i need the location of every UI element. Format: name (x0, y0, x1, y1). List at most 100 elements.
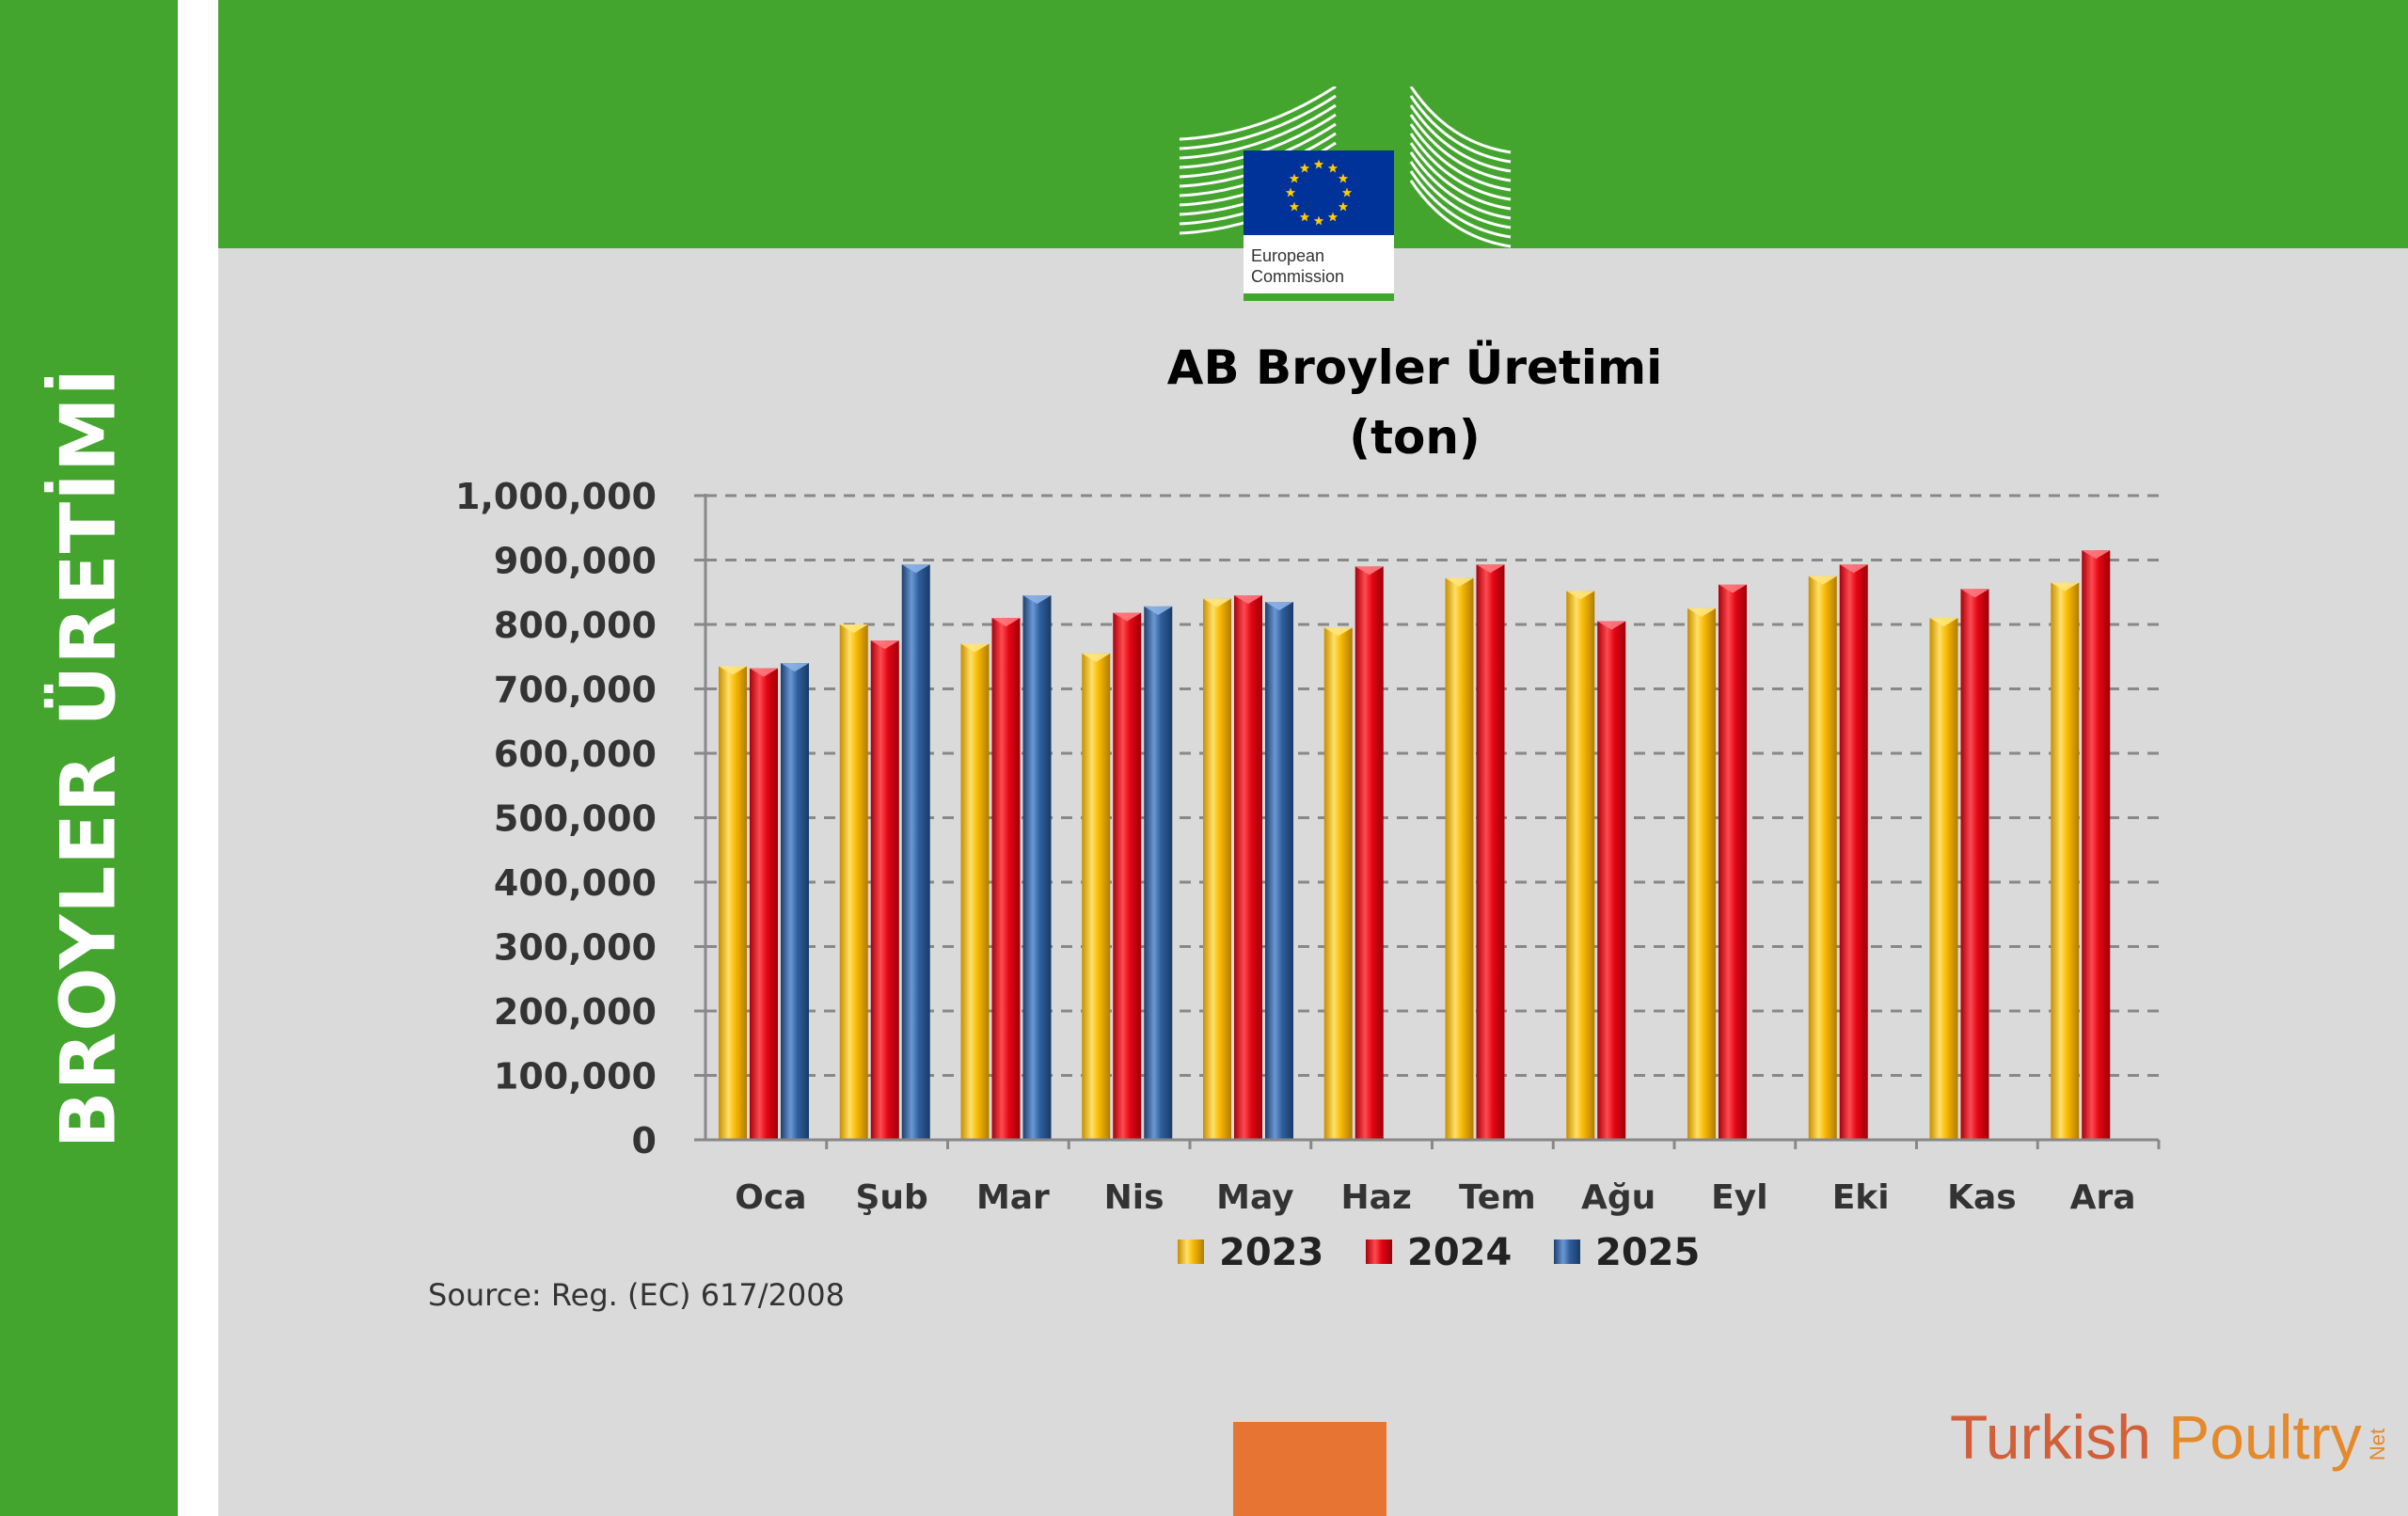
bar-2023-Tem (1445, 577, 1474, 1140)
left-white-stripe (178, 0, 218, 1516)
bar-cap (1265, 602, 1293, 611)
bar-2023-Eyl (1687, 608, 1716, 1140)
x-tick-label: Mar (976, 1178, 1050, 1217)
bar-2024-Haz (1354, 566, 1384, 1140)
bar-cap (1960, 589, 1989, 598)
x-tick-label: Haz (1340, 1178, 1411, 1217)
eu-star-icon (1285, 187, 1296, 197)
bar-2024-Ağu (1597, 621, 1626, 1140)
bar-2024-Eyl (1719, 584, 1747, 1140)
bar-cap (1323, 627, 1353, 637)
x-tick-label: Kas (1947, 1178, 2017, 1217)
y-tick-label: 200,000 (494, 991, 657, 1033)
y-tick-label: 500,000 (494, 798, 657, 840)
x-tick-label: Ağu (1581, 1178, 1656, 1217)
bar-2024-Eki (1839, 564, 1868, 1140)
bar-2023-Ağu (1566, 591, 1595, 1140)
left-green-band (0, 0, 178, 1516)
eu-star-icon (1299, 163, 1310, 173)
european-commission-logo: European Commission (1179, 87, 1512, 301)
bar-cap (1203, 598, 1231, 608)
bar-2023-Kas (1929, 618, 1958, 1140)
ec-logo-line2: Commission (1251, 267, 1344, 286)
bar-cap (1719, 584, 1747, 593)
bar-cap (870, 640, 899, 650)
bar-cap (1566, 591, 1595, 600)
x-tick-label: Eyl (1711, 1178, 1767, 1217)
bar-2024-Ara (2082, 550, 2111, 1140)
y-tick-label: 0 (632, 1120, 657, 1161)
bar-cap (960, 643, 990, 653)
y-tick-label: 400,000 (494, 862, 657, 904)
bar-cap (1839, 564, 1868, 574)
bar-cap (991, 618, 1021, 627)
bar-cap (1597, 621, 1626, 630)
bar-2023-Ara (2051, 582, 2080, 1140)
eu-star-icon (1338, 173, 1349, 183)
legend-swatch-2025 (1554, 1240, 1580, 1264)
bar-cap (839, 624, 868, 633)
y-tick-label: 800,000 (494, 605, 657, 646)
y-tick-label: 1,000,000 (455, 476, 657, 517)
bar-cap (1445, 577, 1474, 587)
bar-2024-Tem (1476, 564, 1505, 1140)
y-tick-label: 600,000 (494, 734, 657, 775)
ec-logo-green-bar (1244, 293, 1394, 301)
bar-cap (1022, 595, 1052, 605)
bar-cap (1354, 566, 1384, 576)
bar-cap (1082, 653, 1111, 662)
x-tick-label: May (1216, 1178, 1293, 1217)
bar-2023-Şub (839, 624, 868, 1140)
turkish-poultry-logo: Turkish Poultry Net (1950, 1401, 2394, 1477)
bar-cap (2051, 582, 2080, 592)
legend-swatch-2024 (1366, 1240, 1392, 1264)
bar-2024-May (1234, 595, 1262, 1140)
eu-star-icon (1327, 212, 1339, 222)
legend-label-2024: 2024 (1407, 1231, 1512, 1274)
eu-star-icon (1289, 173, 1300, 183)
y-tick-label: 700,000 (494, 670, 657, 711)
bar-cap (1113, 612, 1142, 622)
bar-2024-Oca (750, 668, 778, 1140)
eu-star-icon (1313, 159, 1324, 169)
x-tick-label: Şub (855, 1178, 927, 1217)
eu-star-icon (1289, 201, 1300, 212)
eu-star-icon (1299, 212, 1310, 222)
bar-2025-Mar (1022, 595, 1052, 1140)
bar-cap (1234, 595, 1262, 605)
bar-2023-Mar (960, 643, 990, 1140)
x-tick-label: Nis (1104, 1178, 1164, 1217)
bar-cap (1144, 606, 1173, 615)
y-tick-label: 900,000 (494, 541, 657, 582)
bar-2024-Şub (870, 640, 899, 1140)
y-tick-label: 300,000 (494, 927, 657, 969)
x-tick-label: Ara (2070, 1178, 2136, 1217)
bar-cap (750, 668, 778, 677)
bar-2023-Nis (1082, 653, 1111, 1140)
bar-cap (1476, 564, 1505, 574)
bar-cap (781, 663, 809, 672)
bar-2023-Haz (1323, 627, 1353, 1140)
bar-2025-Şub (901, 564, 930, 1140)
bar-2023-May (1203, 598, 1231, 1140)
legend-label-2023: 2023 (1219, 1231, 1323, 1274)
legend-label-2025: 2025 (1595, 1231, 1700, 1274)
brand-part1: Turkish (1950, 1402, 2169, 1472)
bar-2024-Kas (1960, 589, 1989, 1140)
bar-2024-Nis (1113, 612, 1142, 1140)
bar-cap (1929, 618, 1958, 627)
bar-2024-Mar (991, 618, 1021, 1140)
eu-star-icon (1338, 201, 1349, 212)
bar-2025-May (1265, 602, 1293, 1140)
brand-part3: Net (2365, 1428, 2389, 1461)
eu-star-icon (1327, 163, 1339, 173)
source-note: Source: Reg. (EC) 617/2008 (428, 1277, 845, 1313)
brand-part2: Poultry (2168, 1402, 2362, 1472)
bar-cap (901, 564, 930, 574)
x-tick-label: Eki (1832, 1178, 1890, 1217)
x-tick-label: Oca (735, 1178, 806, 1217)
orange-accent-block (1233, 1422, 1386, 1516)
bar-2023-Oca (719, 666, 747, 1140)
ec-logo-line1: European (1251, 246, 1324, 265)
